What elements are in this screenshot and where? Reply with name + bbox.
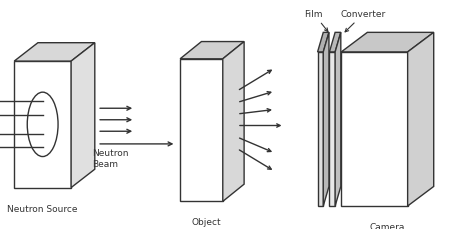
- Polygon shape: [329, 33, 341, 53]
- Polygon shape: [335, 33, 341, 206]
- Polygon shape: [341, 53, 408, 206]
- Polygon shape: [329, 53, 335, 206]
- Polygon shape: [223, 42, 244, 202]
- Polygon shape: [408, 33, 434, 206]
- Ellipse shape: [27, 93, 58, 157]
- Text: Neutron
Beam: Neutron Beam: [92, 149, 129, 168]
- Text: Neutron Source: Neutron Source: [8, 204, 78, 213]
- Polygon shape: [318, 33, 329, 53]
- Polygon shape: [14, 44, 95, 62]
- Polygon shape: [180, 60, 223, 202]
- Polygon shape: [71, 44, 95, 188]
- Polygon shape: [323, 33, 329, 206]
- Text: Film: Film: [304, 10, 328, 32]
- Polygon shape: [341, 33, 434, 53]
- Polygon shape: [14, 62, 71, 188]
- Text: Camera: Camera: [370, 222, 405, 229]
- Polygon shape: [318, 53, 323, 206]
- Text: Converter: Converter: [341, 10, 386, 33]
- Polygon shape: [180, 42, 244, 60]
- Text: Object: Object: [191, 218, 221, 226]
